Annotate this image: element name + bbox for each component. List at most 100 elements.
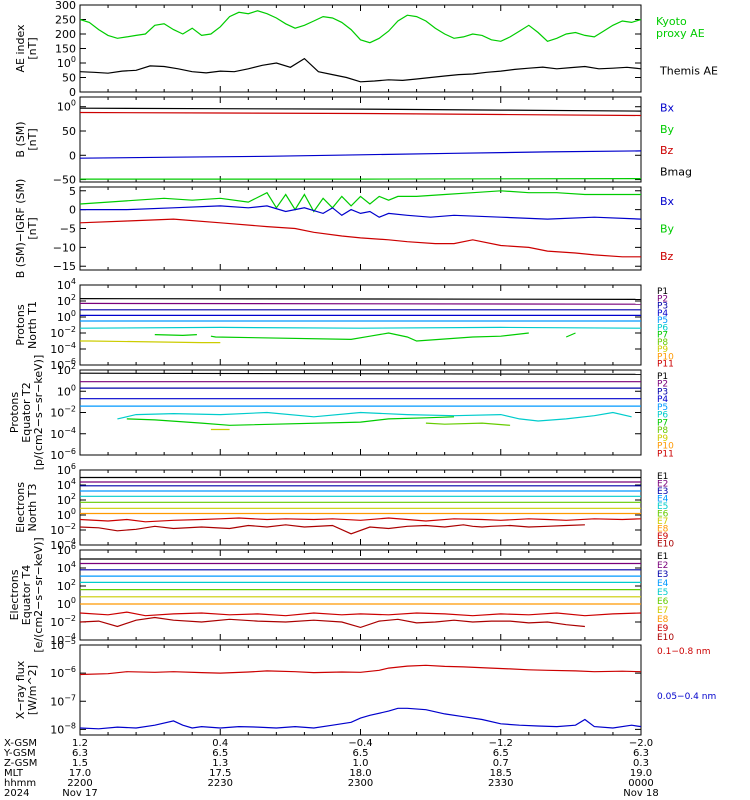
legend-item: E4	[657, 495, 669, 505]
y-tick-label: 10−4	[50, 537, 76, 552]
x-axis-row-label: Y-GSM	[3, 748, 36, 759]
y-axis-label: B (SM)	[14, 121, 27, 157]
y-axis-label: North T3	[26, 484, 39, 532]
y-tick-label: 100	[57, 383, 76, 398]
series-line-Bmag	[79, 107, 642, 112]
y-axis-label: Protons	[8, 392, 21, 433]
series-line-P6	[117, 411, 632, 422]
legend-item: P8	[657, 426, 668, 436]
panel-frame-xray	[79, 644, 642, 736]
y-axis-label: North T1	[26, 301, 39, 349]
legend-item: E9	[657, 532, 669, 542]
series-line-E9	[79, 517, 642, 523]
legend-item: Bmag	[660, 165, 692, 178]
legend-item: E2	[657, 480, 668, 490]
series-line-E10	[79, 616, 585, 629]
panel-frame-pnorth	[79, 284, 642, 366]
y-tick-label: 10−2	[50, 522, 76, 537]
legend-item: E5	[657, 502, 668, 512]
legend-item: P1	[657, 287, 668, 297]
y-tick-label: 10−8	[50, 721, 76, 736]
x-axis-row-value: 2330	[488, 778, 513, 789]
x-axis-row-value: 2230	[208, 778, 233, 789]
legend-item: 0.1−0.8 nm	[657, 647, 711, 657]
x-axis-row-value: 6.3	[633, 748, 649, 759]
legend-item: Bz	[660, 144, 674, 157]
legend-item: P7	[657, 331, 668, 341]
y-tick-label: 10−5	[50, 637, 76, 652]
series-line-E9	[79, 611, 642, 617]
x-axis-row-value: 6.5	[493, 748, 509, 759]
series-line-Bz	[79, 218, 641, 258]
series-line-Themis-AE	[79, 57, 642, 83]
y-axis-label: Protons	[14, 304, 27, 345]
y-tick-label: 10−4	[50, 341, 76, 356]
x-axis-row-value: −2.0	[629, 738, 653, 749]
legend-item: E10	[657, 633, 674, 643]
y-axis-label: [nT]	[26, 217, 39, 239]
legend-item: P4	[657, 395, 668, 405]
legend-item: E8	[657, 525, 669, 535]
legend-item: 0.05−0.4 nm	[657, 692, 716, 702]
legend-item: P4	[657, 309, 668, 319]
x-axis-row-value: 1.0	[353, 758, 369, 769]
x-axis-row-label: 2024	[4, 788, 29, 799]
legend-item: Bx	[660, 195, 675, 208]
legend-item: E6	[657, 597, 669, 607]
x-axis-row-label: X-GSM	[4, 738, 37, 749]
series-line-Bz	[79, 111, 642, 117]
y-tick-label: 0	[69, 204, 76, 217]
y-tick-label: 100	[57, 309, 76, 324]
y-tick-label: 10−2	[50, 614, 76, 629]
y-axis-label: [p/(cm2−s−sr−keV)]	[32, 355, 45, 471]
legend-item: Bz	[660, 250, 674, 263]
x-axis-row-value: 0000	[628, 778, 653, 789]
legend-item: E7	[657, 517, 668, 527]
y-axis-label: Equator T2	[20, 382, 33, 442]
y-tick-label: 200	[55, 28, 76, 41]
y-tick-label: 5	[69, 185, 76, 198]
legend-item: P2	[657, 294, 668, 304]
x-axis-row-value: Nov 17	[62, 788, 97, 799]
legend-item: P6	[657, 323, 668, 333]
legend-item: P5	[657, 316, 668, 326]
x-axis-row-value: 0.7	[493, 758, 509, 769]
x-axis-row-value: 2300	[348, 778, 373, 789]
x-axis-row-value: 19.0	[630, 768, 652, 779]
y-tick-label: 100	[57, 596, 76, 611]
y-tick-label: −10	[53, 241, 76, 254]
y-axis-label: [nT]	[26, 128, 39, 150]
x-axis-row-value: 1.5	[72, 758, 88, 769]
x-axis-row-value: 1.2	[72, 738, 88, 749]
series-line-P1	[79, 372, 642, 375]
y-tick-label: −5	[60, 223, 76, 236]
y-tick-label: 0	[69, 86, 76, 99]
x-axis-row-label: hhmm	[4, 778, 36, 789]
x-axis-row-value: 17.5	[209, 768, 231, 779]
y-tick-label: 10−6	[50, 447, 76, 462]
legend-item: P11	[657, 360, 674, 370]
legend-item: E1	[657, 552, 668, 562]
x-axis-row-value: 0.3	[633, 758, 649, 769]
legend-item: E8	[657, 615, 669, 625]
y-tick-label: 250	[55, 14, 76, 27]
legend-item: P3	[657, 387, 668, 397]
y-axis-label: [W/m^2]	[26, 665, 39, 715]
legend-item: E4	[657, 579, 669, 589]
y-tick-label: 50	[62, 72, 76, 85]
legend-item: E5	[657, 588, 668, 598]
y-axis-label: X−ray flux	[14, 660, 27, 719]
x-axis-row-value: 18.0	[349, 768, 371, 779]
legend-item: E7	[657, 606, 668, 616]
legend-item: Kyoto proxy AE	[656, 15, 705, 40]
y-axis-label: AE index	[14, 24, 27, 73]
series-line-Bx	[79, 150, 642, 159]
legend-item: P9	[657, 434, 668, 444]
y-tick-label: 50	[62, 125, 76, 138]
y-tick-label: 10−7	[50, 693, 76, 708]
series-line-P1	[79, 298, 642, 300]
legend-item: P10	[657, 442, 674, 452]
y-tick-label: 10−4	[50, 426, 76, 441]
legend-item: Bx	[660, 102, 675, 115]
legend-item: E9	[657, 624, 669, 634]
